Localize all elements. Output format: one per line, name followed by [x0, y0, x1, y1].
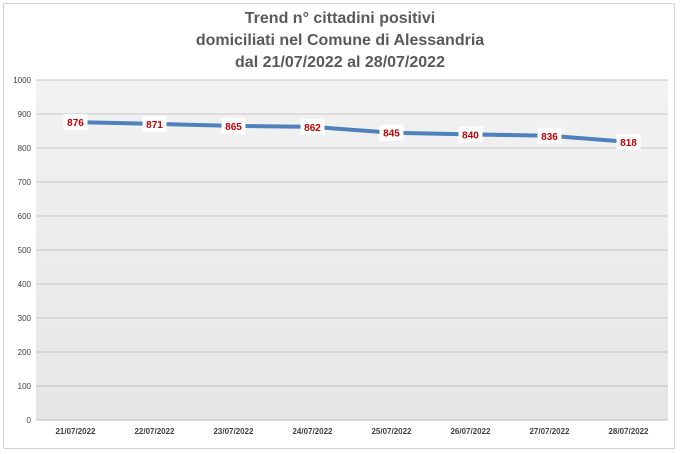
data-label: 865 — [221, 117, 246, 134]
x-tick-label: 25/07/2022 — [371, 427, 412, 436]
data-label: 876 — [63, 114, 88, 131]
y-tick-label: 600 — [18, 212, 32, 221]
y-axis-ticks: 0 100 200 300 400 500 600 700 800 900 1000 — [13, 76, 31, 425]
series-line — [73, 120, 631, 144]
data-label: 871 — [142, 115, 167, 132]
y-tick-label: 700 — [18, 178, 32, 187]
data-label-value: 836 — [541, 132, 558, 143]
data-label-background — [616, 133, 641, 150]
data-label-value: 871 — [146, 120, 163, 131]
x-axis-ticks: 21/07/2022 22/07/2022 23/07/2022 24/07/2022… — [55, 427, 649, 436]
x-tick-label: 28/07/2022 — [608, 427, 649, 436]
series-lines — [73, 120, 631, 144]
data-label-value: 862 — [304, 123, 321, 134]
chart-title-line-1: Trend n° cittadini positivi — [244, 10, 436, 27]
y-tick-label: 900 — [18, 110, 32, 119]
x-tick-label: 23/07/2022 — [213, 427, 254, 436]
x-tick-label: 21/07/2022 — [55, 427, 96, 436]
chart-title-line-2: domiciliati nel Comune di Alessandria — [195, 32, 485, 49]
data-label: 845 — [379, 124, 404, 141]
data-label-background — [458, 126, 483, 143]
data-label-value: 840 — [462, 130, 479, 141]
data-label-background — [63, 114, 88, 131]
data-label-value: 865 — [225, 122, 242, 133]
data-label: 836 — [537, 127, 562, 144]
x-tick-label: 27/07/2022 — [529, 427, 570, 436]
x-tick-label: 24/07/2022 — [292, 427, 333, 436]
x-tick-label: 22/07/2022 — [134, 427, 175, 436]
data-label-background — [300, 118, 325, 135]
y-tick-label: 300 — [18, 314, 32, 323]
data-label-background — [221, 117, 246, 134]
y-tick-label: 100 — [18, 382, 32, 391]
data-label-background — [142, 115, 167, 132]
data-label: 840 — [458, 126, 483, 143]
data-label-value: 845 — [383, 129, 400, 140]
chart-title: Trend n° cittadini positivi domiciliati … — [0, 8, 680, 74]
x-tick-label: 26/07/2022 — [450, 427, 491, 436]
y-tick-label: 0 — [27, 416, 32, 425]
data-labels: 876 871 865 862 845 840 836 818 — [63, 114, 641, 150]
chart-title-line-3: dal 21/07/2022 al 28/07/2022 — [235, 54, 445, 71]
data-label-background — [379, 124, 404, 141]
y-tick-label: 200 — [18, 348, 32, 357]
data-label-background — [537, 127, 562, 144]
data-label: 818 — [616, 133, 641, 150]
data-label: 862 — [300, 118, 325, 135]
gridlines — [36, 79, 668, 421]
data-label-value: 818 — [620, 138, 637, 149]
y-tick-label: 800 — [18, 144, 32, 153]
y-tick-label: 500 — [18, 246, 32, 255]
y-tick-label: 400 — [18, 280, 32, 289]
y-tick-label: 1000 — [13, 76, 31, 85]
data-label-value: 876 — [67, 118, 84, 129]
